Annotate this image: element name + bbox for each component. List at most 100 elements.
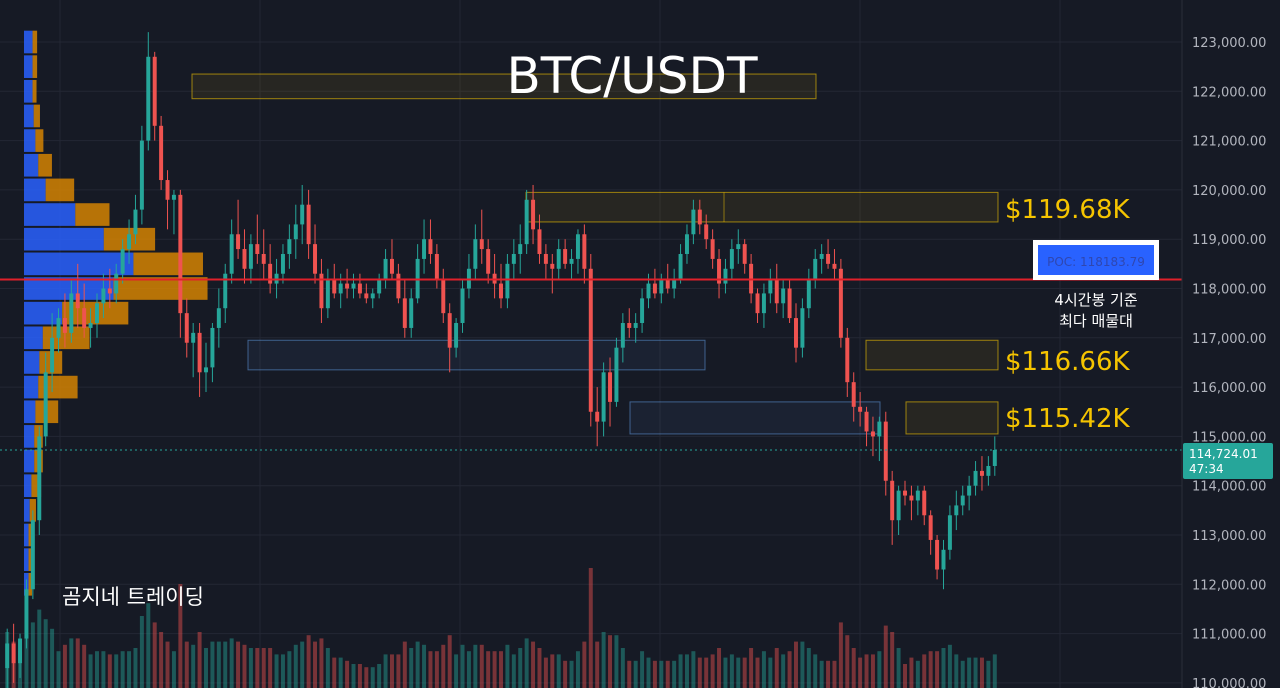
volume-bar	[979, 657, 984, 688]
volume-bar	[428, 651, 433, 688]
volume-bar	[672, 660, 677, 688]
volume-bar	[204, 648, 208, 688]
profile-bar-down	[42, 326, 90, 350]
candle-body	[941, 549, 946, 570]
profile-bar-down	[32, 79, 37, 103]
candle-body	[30, 520, 35, 590]
volume-bar	[595, 641, 600, 688]
poc-note-line-2: 최다 매물대	[1059, 312, 1133, 330]
volume-bar	[915, 660, 920, 688]
profile-bar-down	[28, 523, 34, 547]
candle-body	[684, 234, 689, 254]
volume-bar	[922, 654, 927, 688]
candle-body	[357, 283, 362, 294]
volume-bar	[710, 654, 715, 688]
price-tick-label: 111,000.00	[1192, 628, 1266, 643]
candle-body	[94, 303, 99, 324]
candle-body	[75, 293, 80, 309]
volume-bar	[409, 648, 414, 688]
volume-bar	[755, 657, 760, 688]
candle-body	[870, 431, 875, 437]
candle-body	[428, 239, 433, 254]
profile-bar-down	[113, 277, 208, 300]
candle-body	[601, 372, 606, 422]
volume-bar	[813, 654, 818, 688]
volume-bar	[890, 632, 895, 688]
candle-body	[165, 180, 170, 200]
candle-body	[389, 258, 394, 274]
profile-bar-up	[24, 79, 33, 103]
volume-bar	[402, 641, 407, 688]
volume-bar	[518, 648, 523, 688]
candle-body	[248, 244, 253, 269]
zone-label-119: $119.68K	[1005, 195, 1131, 225]
candle-body	[909, 495, 914, 501]
candle-body	[345, 283, 350, 289]
volume-bar	[819, 660, 824, 688]
candle-body	[152, 56, 157, 126]
candle-body	[204, 367, 208, 373]
candle-body	[383, 258, 388, 279]
volume-bar	[422, 644, 427, 688]
candle-body	[710, 239, 715, 259]
profile-bar-up	[24, 548, 29, 571]
volume-bar	[601, 632, 606, 688]
volume-bar	[787, 651, 792, 688]
candle-body	[928, 515, 933, 540]
volume-bar	[216, 641, 221, 688]
volume-bar	[133, 648, 138, 688]
candle-body	[5, 643, 10, 669]
candle-body	[325, 278, 330, 309]
candle-body	[678, 253, 683, 279]
volume-bar	[300, 641, 305, 688]
current-price-tag: 114,724.01 47:34	[1183, 443, 1273, 479]
candle-body	[69, 293, 74, 333]
candle-body	[133, 209, 138, 235]
volume-bar	[441, 644, 446, 688]
candle-body	[954, 505, 959, 516]
volume-bar	[357, 664, 362, 688]
candle-body	[665, 278, 670, 289]
candle-body	[127, 234, 132, 250]
zone-zone-119	[525, 191, 999, 223]
candle-body	[922, 490, 927, 516]
candle-body	[114, 273, 119, 294]
zone-label-116: $116.66K	[1005, 347, 1131, 377]
volume-bar	[37, 609, 42, 688]
candle-body	[524, 199, 529, 245]
volume-bar	[992, 654, 997, 688]
volume-bar	[479, 644, 484, 688]
candle-body	[82, 308, 87, 328]
volume-bar	[389, 654, 394, 688]
volume-bar	[24, 635, 29, 688]
candle-body	[755, 293, 760, 314]
profile-bar-up	[24, 326, 43, 350]
candle-body	[633, 323, 638, 328]
volume-bar	[454, 654, 459, 688]
candle-body	[300, 204, 305, 225]
volume-bar	[665, 660, 670, 688]
profile-bar-down	[133, 252, 203, 276]
volume-bar	[434, 651, 439, 688]
poc-label: POC: 118183.79	[1047, 255, 1145, 269]
candle-body	[851, 382, 856, 407]
volume-bar	[236, 641, 241, 688]
volume-bar	[274, 654, 279, 688]
price-axis[interactable]: 110,000.00 111,000.00 112,000.00 113,000.00…	[1181, 0, 1266, 688]
candle-body	[575, 234, 580, 259]
candle-body	[531, 199, 536, 230]
volume-bar	[659, 660, 664, 688]
zone-blue-zone-2	[629, 401, 881, 435]
volume-bar	[736, 657, 741, 688]
volume-bar	[351, 664, 356, 688]
volume-bar	[826, 660, 831, 688]
candle-body	[729, 249, 734, 269]
volume-bar	[242, 644, 247, 688]
candle-body	[518, 244, 523, 254]
candle-body	[697, 209, 702, 225]
volume-bar	[75, 638, 80, 688]
profile-bar-up	[24, 301, 63, 325]
volume-bar	[556, 654, 561, 688]
volume-bar	[248, 648, 253, 688]
